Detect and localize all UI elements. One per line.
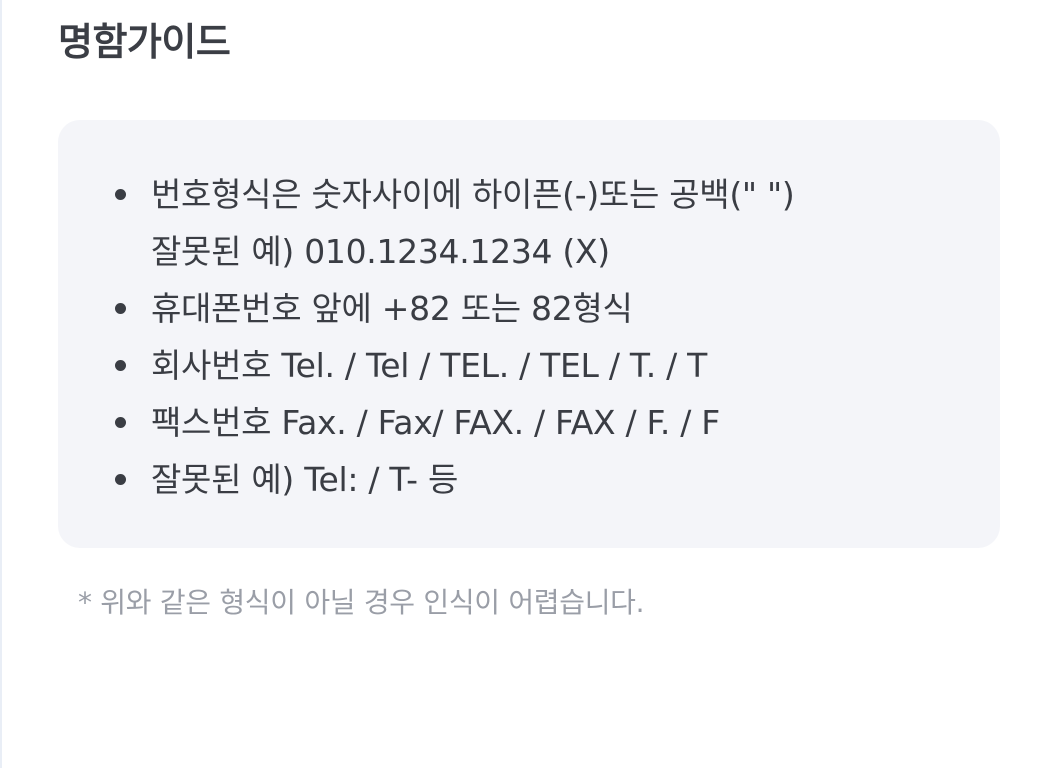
guide-item-line: 휴대폰번호 앞에 +82 또는 82형식 <box>151 289 633 328</box>
guide-item-number-format: 번호형식은 숫자사이에 하이픈(-)또는 공백(" ") 잘못된 예) 010.… <box>58 166 1000 280</box>
guide-item-line: 잘못된 예) 010.1234.1234 (X) <box>151 232 610 271</box>
bullet-icon <box>115 417 126 428</box>
guide-item-company-phone: 회사번호 Tel. / Tel / TEL. / TEL / T. / T <box>58 337 1000 394</box>
bullet-icon <box>115 474 126 485</box>
guide-item-line: 번호형식은 숫자사이에 하이픈(-)또는 공백(" ") <box>151 175 795 214</box>
guide-item-mobile-format: 휴대폰번호 앞에 +82 또는 82형식 <box>58 280 1000 337</box>
guide-item-line: 잘못된 예) Tel: / T- 등 <box>151 460 459 499</box>
guide-item-wrong-example: 잘못된 예) Tel: / T- 등 <box>58 451 1000 508</box>
left-edge-divider <box>0 0 2 768</box>
bullet-icon <box>115 303 126 314</box>
guide-item-line: 팩스번호 Fax. / Fax/ FAX. / FAX / F. / F <box>151 403 720 442</box>
bullet-icon <box>115 189 126 200</box>
footnote: * 위와 같은 형식이 아닐 경우 인식이 어렵습니다. <box>78 586 645 619</box>
guide-item-fax: 팩스번호 Fax. / Fax/ FAX. / FAX / F. / F <box>58 394 1000 451</box>
bullet-icon <box>115 360 126 371</box>
guide-list: 번호형식은 숫자사이에 하이픈(-)또는 공백(" ") 잘못된 예) 010.… <box>58 166 1000 508</box>
page-title: 명함가이드 <box>58 20 231 64</box>
guide-box: 번호형식은 숫자사이에 하이픈(-)또는 공백(" ") 잘못된 예) 010.… <box>58 120 1000 548</box>
guide-item-line: 회사번호 Tel. / Tel / TEL. / TEL / T. / T <box>151 346 708 385</box>
